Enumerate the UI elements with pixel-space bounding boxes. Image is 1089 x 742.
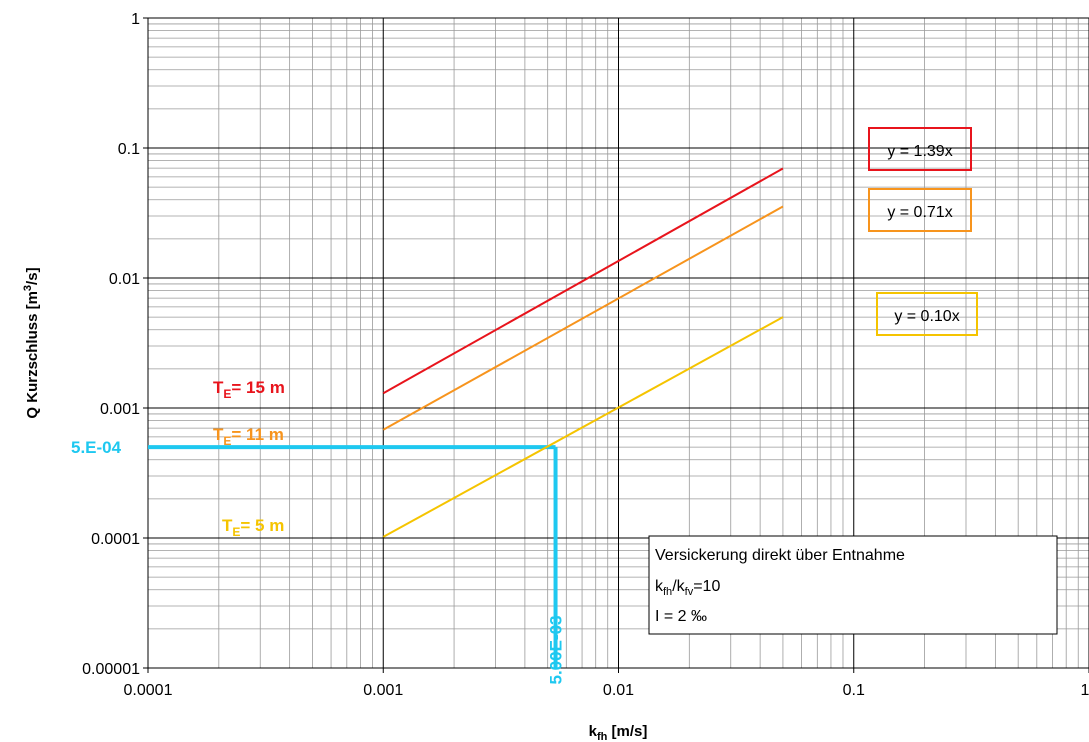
x-tick-label: 0.0001 [124, 682, 173, 699]
x-tick-label: 1 [1081, 682, 1089, 699]
x-tick-label: 0.001 [363, 682, 403, 699]
y-tick-label: 0.001 [100, 401, 140, 418]
x-tick-label: 0.01 [603, 682, 634, 699]
series-line-1 [382, 167, 784, 395]
equation-box-2 [868, 188, 972, 232]
info-box-frame [648, 535, 1058, 635]
series-label-3: TE= 5 m [222, 516, 284, 539]
y-tick-label: 1 [131, 11, 140, 28]
y-tick-label: 0.0001 [91, 531, 140, 548]
equation-box-1 [868, 127, 972, 171]
equation-label-3: y = 0.10x [894, 308, 959, 325]
y-tick-label: 0.00001 [82, 661, 140, 678]
series-label-1: TE= 15 m [213, 378, 285, 401]
info-box-line-2: kfh/kfv=10 [655, 578, 720, 598]
equation-label-2: y = 0.71x [887, 204, 952, 221]
reference-x-label: 5.00E-03 [547, 616, 566, 685]
series-line-2 [382, 205, 784, 431]
info-box-line-1: Versickerung direkt über Entnahme [655, 547, 905, 564]
x-tick-label: 0.1 [843, 682, 865, 699]
equation-box-3 [876, 292, 978, 336]
series-label-2: TE= 11 m [213, 425, 284, 448]
reference-y-label: 5.E-04 [71, 438, 122, 457]
y-tick-label: 0.1 [118, 141, 140, 158]
y-axis-title: Q Kurzschluss [m3/s] [22, 267, 41, 418]
info-box: Versickerung direkt über Entnahme kfh/kf… [648, 535, 1058, 635]
info-box-line-3: I = 2 ‰ [655, 608, 707, 625]
y-tick-label: 0.01 [109, 271, 140, 288]
equation-label-1: y = 1.39x [887, 143, 952, 160]
chart-marks: TE= 15 m TE= 11 m TE= 5 m y = 1.39x y = 0.71… [71, 127, 978, 685]
x-axis-title: kfh [m/s] [589, 723, 648, 742]
series-line-3 [382, 316, 784, 538]
